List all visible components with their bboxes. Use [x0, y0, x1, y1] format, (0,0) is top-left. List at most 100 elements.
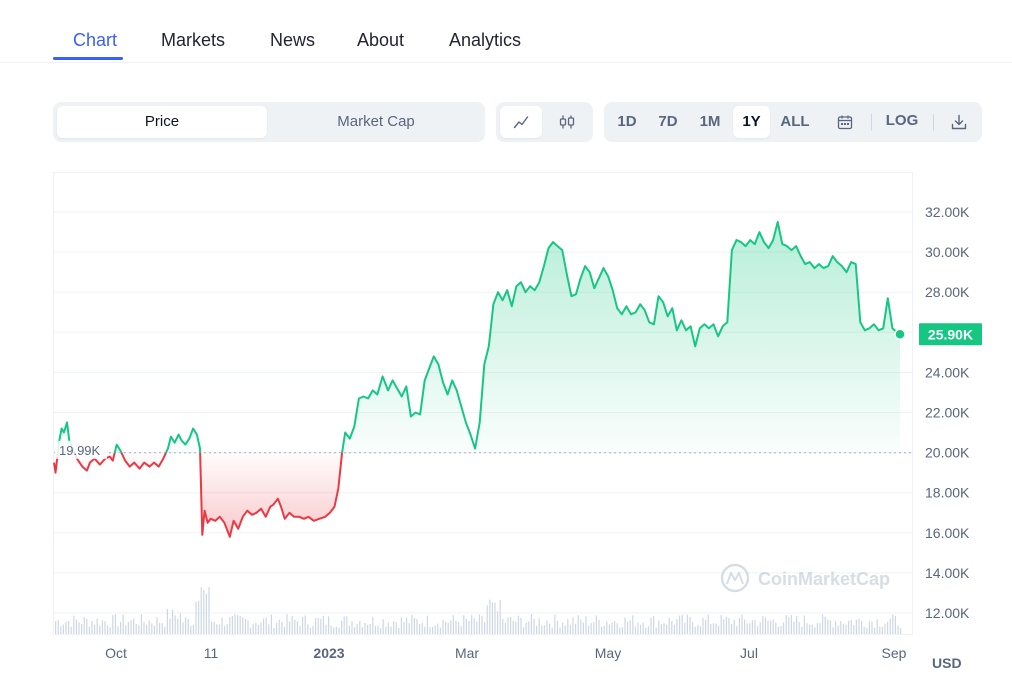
volume-bar: [510, 617, 512, 634]
volume-bar: [62, 624, 64, 634]
date-range-button[interactable]: [830, 106, 860, 138]
area-fill-below: [54, 452, 900, 537]
range-1m-button[interactable]: 1M: [699, 113, 721, 130]
last-price-dot: [894, 328, 906, 341]
volume-bar: [387, 622, 389, 634]
volume-bar: [486, 605, 488, 634]
volume-bar: [816, 623, 818, 634]
tab-markets[interactable]: Markets: [161, 30, 226, 50]
line-chart-button[interactable]: [500, 106, 542, 138]
volume-bar: [151, 623, 153, 634]
market-cap-toggle-button[interactable]: Market Cap: [337, 113, 415, 130]
volume-bar: [866, 628, 868, 634]
volume-bar: [741, 614, 743, 634]
volume-bar: [533, 618, 535, 634]
volume-bar: [299, 626, 301, 634]
x-tick-label: 2023: [313, 645, 344, 661]
volume-bar: [515, 621, 517, 634]
volume-bar: [68, 620, 70, 634]
volume-bar: [497, 611, 499, 634]
volume-bar: [541, 625, 543, 634]
top-tabs: Chart Markets News About Analytics: [0, 0, 1012, 63]
volume-bar: [863, 626, 865, 634]
price-toggle-button[interactable]: Price: [57, 106, 267, 138]
y-tick-label: 30.00K: [925, 244, 970, 260]
tab-news[interactable]: News: [270, 30, 316, 50]
volume-bar: [593, 622, 595, 634]
volume-bar: [356, 624, 358, 634]
volume-bar: [476, 621, 478, 634]
range-7d-button[interactable]: 7D: [658, 113, 678, 130]
volume-bar: [268, 624, 270, 634]
calendar-icon: [837, 115, 853, 130]
volume-bar: [434, 625, 436, 634]
y-tick-label: 14.00K: [925, 565, 970, 581]
range-1y-button[interactable]: 1Y: [733, 106, 770, 138]
tab-about[interactable]: About: [357, 30, 405, 50]
volume-bar: [156, 617, 158, 634]
volume-bar: [182, 622, 184, 634]
volume-bar: [291, 615, 293, 634]
volume-bar: [143, 621, 145, 634]
volume-bar: [75, 619, 77, 634]
volume-bar: [871, 621, 873, 634]
volume-bar: [338, 627, 340, 634]
candlestick-chart-button[interactable]: [546, 106, 588, 138]
volume-bar: [634, 626, 636, 634]
volume-bar: [733, 619, 735, 634]
volume-bar: [250, 627, 252, 634]
volume-bar: [257, 625, 259, 634]
download-button[interactable]: [944, 106, 974, 138]
y-tick-label: 20.00K: [925, 445, 970, 461]
volume-bar: [829, 620, 831, 634]
volume-bar: [416, 619, 418, 634]
volume-bar: [751, 620, 753, 634]
volume-bar: [837, 625, 839, 634]
volume-bar: [764, 617, 766, 634]
volume-bar: [681, 614, 683, 634]
x-axis: Oct 11 2023 Mar May Jul Sep: [105, 645, 907, 661]
volume-bar: [81, 624, 83, 634]
y-tick-label: 16.00K: [925, 525, 970, 541]
volume-bar: [731, 624, 733, 634]
volume-bar: [455, 620, 457, 634]
volume-bar: [322, 615, 324, 634]
volume-bar: [699, 626, 701, 634]
volume-bar: [146, 624, 148, 634]
volume-bar: [499, 599, 501, 634]
volume-bar: [848, 620, 850, 634]
volume-bar: [88, 626, 90, 634]
y-tick-label: 28.00K: [925, 284, 970, 300]
volume-bar: [174, 615, 176, 634]
volume-bar: [429, 626, 431, 634]
volume-bar: [759, 622, 761, 634]
volume-bar: [432, 627, 434, 634]
volume-bar: [205, 593, 207, 634]
tab-chart[interactable]: Chart: [73, 30, 118, 50]
tab-analytics[interactable]: Analytics: [449, 30, 522, 50]
volume-bar: [307, 624, 309, 634]
volume-bar: [65, 621, 67, 634]
volume-bar: [231, 616, 233, 634]
volume-bar: [153, 625, 155, 634]
volume-bar: [281, 621, 283, 634]
volume-bar: [133, 618, 135, 634]
volume-bar: [463, 615, 465, 634]
volume-bar: [785, 615, 787, 634]
volume-bar: [783, 622, 785, 634]
volume-bar: [218, 624, 220, 634]
price-marketcap-toggle: Price Market Cap: [53, 102, 485, 142]
volume-bar: [811, 624, 813, 634]
volume-bar: [244, 619, 246, 634]
volume-bar: [887, 621, 889, 634]
y-tick-label: 18.00K: [925, 485, 970, 501]
log-scale-button[interactable]: LOG: [885, 112, 919, 129]
volume-bar: [328, 616, 330, 634]
volume-bar: [803, 615, 805, 634]
volume-bar: [364, 623, 366, 634]
volume-bar: [216, 624, 218, 634]
volume-bar: [712, 623, 714, 634]
volume-bar: [473, 618, 475, 634]
range-1d-button[interactable]: 1D: [617, 113, 637, 130]
range-all-button[interactable]: ALL: [780, 113, 810, 130]
